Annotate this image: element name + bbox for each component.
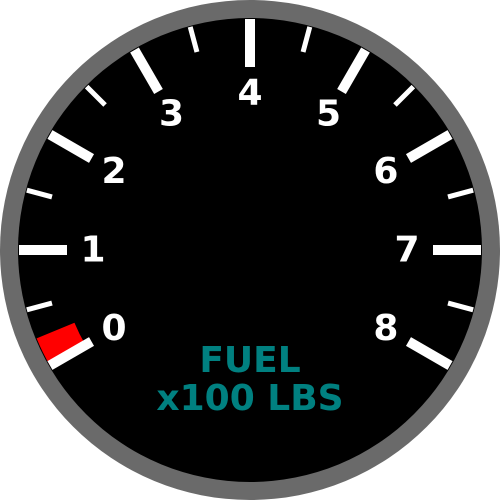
major-tick xyxy=(47,130,95,163)
major-tick xyxy=(130,47,163,95)
scale-number: 3 xyxy=(159,94,184,135)
scale-number: 5 xyxy=(316,94,341,135)
warning-zone xyxy=(36,322,86,366)
scale-number: 6 xyxy=(373,151,398,192)
minor-tick xyxy=(393,84,416,107)
scale-number: 7 xyxy=(394,230,419,271)
major-tick xyxy=(405,337,453,370)
minor-tick xyxy=(26,187,53,200)
minor-tick xyxy=(84,84,107,107)
scale-number: 4 xyxy=(237,73,262,114)
major-tick xyxy=(47,337,95,370)
scale-number: 1 xyxy=(80,230,105,271)
major-tick xyxy=(405,130,453,163)
gauge-face xyxy=(18,18,482,482)
major-tick xyxy=(337,47,370,95)
gauge-label-unit: x100 LBS xyxy=(156,378,343,419)
minor-tick xyxy=(26,300,53,313)
scale-number: 2 xyxy=(102,151,127,192)
gauge-scale: 0 1 23 4 56 7 8 xyxy=(19,19,481,370)
minor-tick xyxy=(447,187,474,200)
scale-number: 8 xyxy=(373,308,398,349)
gauge-label-fuel: FUEL xyxy=(199,340,300,381)
scale-number: 0 xyxy=(102,308,127,349)
minor-tick xyxy=(187,26,200,53)
minor-tick xyxy=(447,300,474,313)
minor-tick xyxy=(300,26,313,53)
